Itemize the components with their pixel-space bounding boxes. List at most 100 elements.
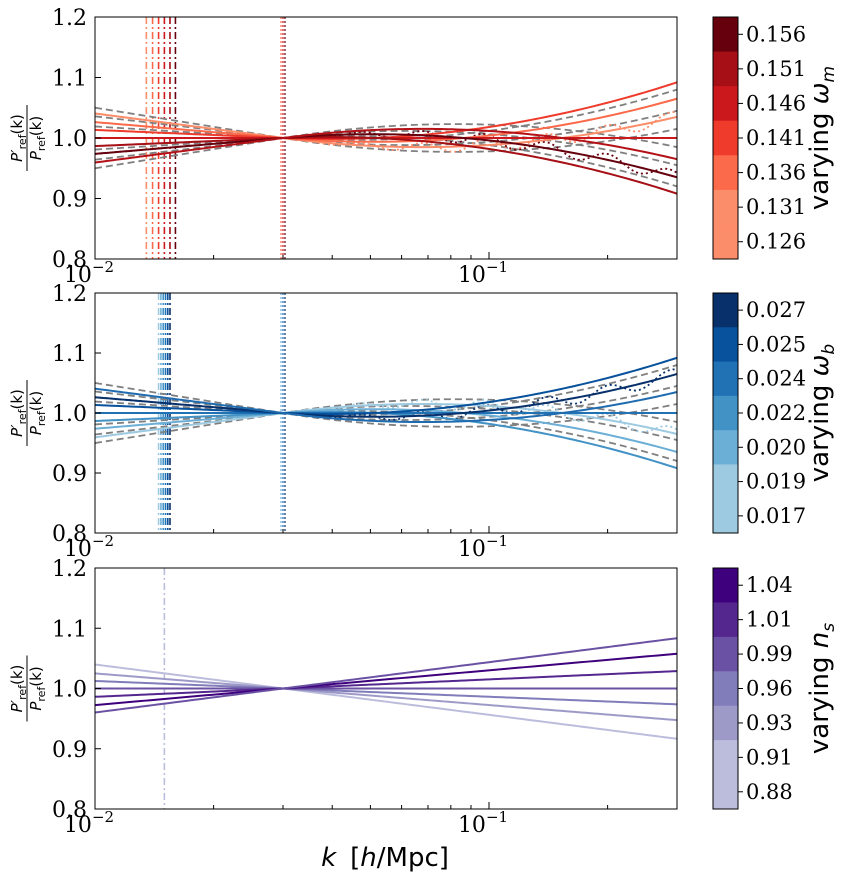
y-tick-label: 0.8	[52, 248, 87, 273]
colorbar-segment	[713, 636, 738, 672]
y-axis-label: P′ref(k)Pref(k)	[8, 655, 48, 722]
series-line	[95, 112, 677, 149]
y-axis-label: P′ref(k)Pref(k)	[8, 105, 48, 171]
y-axis-label: P′ref(k)Pref(k)	[8, 380, 48, 446]
colorbar-tick-label: 1.04	[746, 573, 793, 597]
colorbar-segment	[713, 602, 738, 638]
y-label-numerator: P′ref(k)	[8, 665, 29, 713]
colorbar-segment	[713, 740, 738, 776]
colorbar-tick-label: 0.156	[746, 22, 806, 46]
colorbar-title: varying ωm	[805, 66, 839, 210]
series-line	[95, 672, 677, 722]
colorbar-segment	[713, 51, 738, 87]
y-tick-label: 1.0	[52, 678, 87, 703]
colorbar-segment	[713, 464, 738, 500]
colorbar-segment	[713, 189, 738, 225]
colorbar-segment	[713, 224, 738, 260]
y-label-numerator: P′ref(k)	[8, 389, 29, 437]
y-tick-label: 0.8	[52, 522, 87, 547]
y-tick-label: 0.8	[52, 798, 87, 823]
series-line	[95, 387, 677, 424]
colorbar-tick-label: 0.022	[746, 401, 806, 425]
top-plot-area	[95, 17, 677, 259]
x-tick-label: 10−1	[458, 532, 508, 562]
series-line	[95, 402, 677, 439]
colorbar-tick-label: 0.141	[746, 126, 806, 150]
colorbar-segment	[713, 395, 738, 431]
colorbar-segment	[713, 705, 738, 741]
series-line	[95, 136, 677, 195]
colorbar-tick-label: 0.017	[746, 504, 806, 528]
series-line	[95, 663, 677, 740]
colorbar-tick-label: 0.88	[746, 780, 793, 804]
series-line	[95, 373, 677, 418]
series-line	[95, 127, 677, 164]
colorbar-segment	[713, 498, 738, 534]
y-label-numerator: P′ref(k)	[8, 114, 29, 162]
reference-curve	[95, 130, 677, 167]
series-line	[95, 679, 677, 706]
y-tick-label: 1.2	[52, 6, 87, 31]
middle-plot-area	[95, 293, 677, 533]
colorbar-tick-label: 0.024	[746, 367, 806, 391]
x-tick-label: 10−2	[64, 532, 114, 562]
colorbar-segment	[713, 86, 738, 122]
y-label-denominator: Pref(k)	[27, 116, 48, 160]
colorbar-tick-label: 0.027	[746, 298, 806, 322]
bottom-plot-area	[95, 568, 677, 809]
colorbar-segment	[713, 568, 738, 603]
colorbar-tick-label: 0.93	[746, 711, 793, 735]
x-tick-label: 10−1	[458, 258, 508, 288]
colorbar-segment	[713, 327, 738, 363]
colorbar-tick-label: 0.019	[746, 470, 806, 494]
colorbar-segment	[713, 774, 738, 810]
colorbar-segment	[713, 430, 738, 465]
y-tick-label: 1.0	[52, 127, 87, 152]
series-line	[95, 133, 677, 179]
colorbar-title: varying ns	[805, 623, 839, 754]
colorbar-tick-label: 0.126	[746, 230, 806, 254]
colorbar-tick-label: 0.91	[746, 745, 793, 769]
series-line	[95, 670, 677, 698]
colorbar-tick-label: 1.01	[746, 608, 793, 632]
x-tick-label: 10−2	[64, 808, 114, 838]
series-line	[95, 408, 677, 453]
y-tick-label: 1.1	[52, 342, 87, 367]
x-tick-label: 10−1	[458, 808, 508, 838]
series-line	[95, 637, 677, 714]
x-axis-title: k [h/Mpc]	[321, 843, 449, 873]
colorbar-tick-label: 0.020	[746, 435, 806, 459]
x-tick-label: 10−2	[64, 258, 114, 288]
y-label-denominator: Pref(k)	[27, 391, 48, 435]
y-tick-label: 1.2	[52, 557, 87, 582]
colorbar-segment	[713, 293, 738, 328]
middle-panel: 0.8 0.9 1.0 1.1 1.2 10−2 10−1 P′ref(k)Pref(k) 0.…	[8, 282, 839, 562]
dotted-series	[95, 368, 677, 421]
colorbar-tick-label: 0.146	[746, 91, 806, 115]
y-tick-label: 1.1	[52, 617, 87, 642]
bottom-panel: 0.8 0.9 1.0 1.1 1.2 10−2 10−1 P′ref(k)Pref(k) 1.…	[8, 557, 839, 838]
y-tick-label: 0.9	[52, 188, 87, 213]
y-tick-label: 1.1	[52, 67, 87, 92]
y-label-denominator: Pref(k)	[27, 666, 48, 710]
colorbar-tick-label: 0.99	[746, 642, 793, 666]
colorbar-title: varying ωb	[805, 344, 839, 482]
colorbar-tick-label: 0.151	[746, 57, 806, 81]
colorbar-segment	[713, 120, 738, 156]
colorbar-segment	[713, 17, 738, 53]
reference-curve	[95, 405, 677, 441]
y-tick-label: 0.9	[52, 462, 87, 487]
top-panel: 0.8 0.9 1.0 1.1 1.2 10−2 10−1 P′ref(k)Pref(k) 0.…	[8, 6, 839, 288]
colorbar-segment	[713, 361, 738, 397]
colorbar-segment	[713, 155, 738, 191]
colorbar-tick-label: 0.131	[746, 195, 806, 219]
y-tick-label: 0.9	[52, 738, 87, 763]
y-tick-label: 1.0	[52, 402, 87, 427]
colorbar-tick-label: 0.025	[746, 332, 806, 356]
colorbar-tick-label: 0.96	[746, 677, 793, 701]
y-tick-label: 1.2	[52, 282, 87, 307]
reference-curve	[95, 123, 677, 170]
series-line	[95, 356, 677, 415]
reference-curve	[95, 398, 677, 444]
